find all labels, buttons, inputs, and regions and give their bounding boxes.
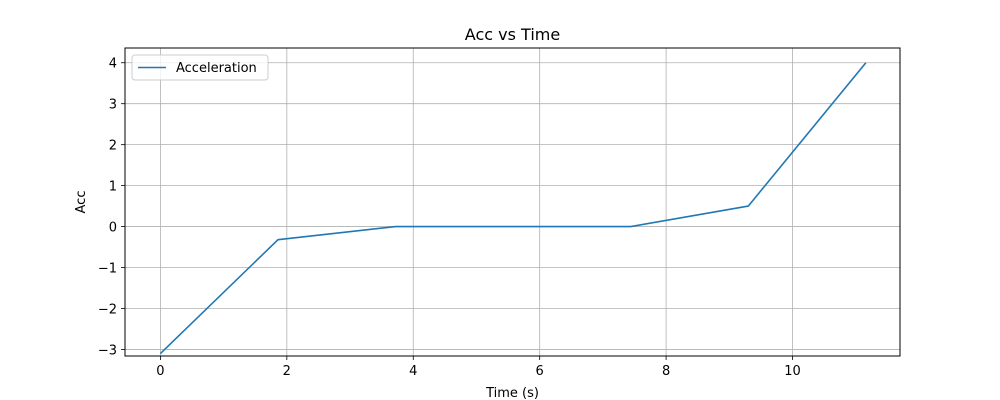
plot-frame <box>124 47 901 357</box>
x-tick-label: 10 <box>784 364 801 379</box>
y-tick-label: −2 <box>98 302 117 317</box>
legend-box <box>131 54 269 81</box>
y-tick-label: −3 <box>98 343 117 358</box>
chart-title: Acc vs Time <box>465 25 560 44</box>
x-axis-label: Time (s) <box>485 386 539 400</box>
x-tick-label: 4 <box>409 364 417 379</box>
y-tick-label: 2 <box>109 139 117 154</box>
y-tick-label: 0 <box>109 221 117 236</box>
legend: Acceleration <box>131 54 269 81</box>
x-tick-label: 6 <box>536 364 544 379</box>
y-tick-label: 1 <box>109 180 117 195</box>
x-tick-label: 0 <box>156 364 164 379</box>
y-axis-label: Acc <box>74 191 89 214</box>
tick-layer: 0 2 4 6 8 10 −3 −2 −1 0 1 2 3 4 <box>98 57 801 379</box>
series-line-acceleration <box>159 62 867 355</box>
x-tick-label: 8 <box>662 364 670 379</box>
x-tick-label: 2 <box>283 364 291 379</box>
y-tick-label: 4 <box>109 57 117 72</box>
legend-label-acceleration: Acceleration <box>176 61 257 76</box>
y-tick-label: −1 <box>98 262 117 277</box>
series-layer <box>159 62 867 355</box>
y-tick-label: 3 <box>109 98 117 113</box>
